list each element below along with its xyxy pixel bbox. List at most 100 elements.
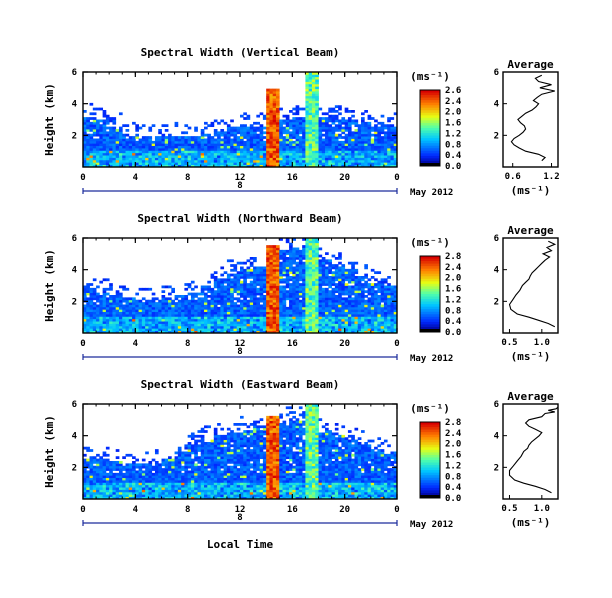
heatmap-cell [161, 162, 166, 166]
heatmap-cell [311, 155, 316, 158]
heatmap-cell [145, 314, 149, 317]
heatmap-cell [161, 295, 166, 298]
heatmap-cell [256, 314, 261, 317]
heatmap-cell [109, 287, 113, 291]
heatmap-cell [210, 164, 215, 168]
heatmap-cell [154, 297, 159, 301]
heatmap-cell [266, 254, 270, 258]
colorbar-label: 1.6 [445, 119, 461, 129]
heatmap-cell [308, 114, 313, 118]
heatmap-cell [325, 271, 329, 275]
heatmap-cell [204, 321, 208, 324]
heatmap-cell [321, 266, 326, 270]
heatmap-cell [168, 136, 172, 139]
heatmap-cell [338, 290, 342, 294]
heatmap-cell [243, 299, 247, 303]
heatmap-cell [321, 112, 326, 116]
average-x-tick-label: 0.6 [505, 172, 521, 182]
heatmap-cell [246, 295, 251, 298]
heatmap-cell [171, 484, 175, 488]
heatmap-cell [174, 470, 179, 474]
heatmap-cell [302, 145, 306, 149]
heatmap-cell [112, 131, 117, 135]
heatmap-cell [132, 299, 136, 303]
heatmap-cell [86, 148, 90, 151]
heatmap-cell [305, 157, 310, 161]
heatmap-cell [125, 287, 130, 291]
heatmap-cell [331, 126, 336, 130]
heatmap-cell [302, 157, 306, 161]
heatmap-cell [318, 285, 323, 289]
heatmap-cell [112, 328, 117, 332]
heatmap-cell [115, 489, 120, 493]
heatmap-cell [190, 316, 195, 320]
heatmap-cell [246, 143, 251, 147]
heatmap-cell [177, 458, 182, 462]
heatmap-cell [292, 285, 296, 289]
heatmap-cell [246, 321, 251, 324]
heatmap-cell [226, 285, 231, 289]
heatmap-cell [204, 138, 208, 142]
heatmap-cell [387, 297, 391, 301]
heatmap-cell [390, 306, 395, 310]
heatmap-cell [233, 145, 238, 149]
heatmap-cell [105, 318, 110, 322]
heatmap-cell [279, 316, 283, 320]
heatmap-cell [377, 328, 382, 332]
heatmap-cell [357, 292, 362, 296]
heatmap-cell [302, 107, 306, 111]
heatmap-cell [223, 278, 228, 282]
heatmap-cell [285, 259, 290, 263]
heatmap-cell [266, 133, 270, 137]
heatmap-cell [269, 297, 274, 301]
heatmap-cell [109, 133, 113, 137]
heatmap-cell [96, 477, 100, 481]
heatmap-cell [275, 280, 280, 284]
heatmap-cell [86, 302, 90, 305]
heatmap-cell [138, 145, 143, 149]
heatmap-cell [367, 328, 372, 332]
heatmap-cell [141, 162, 146, 166]
heatmap-cell [187, 491, 192, 495]
heatmap-cell [266, 249, 270, 253]
heatmap-cell [161, 491, 166, 495]
heatmap-cell [272, 107, 277, 111]
heatmap-cell [184, 475, 189, 479]
average-line [508, 240, 557, 328]
heatmap-cell [217, 140, 221, 144]
heatmap-cell [174, 145, 179, 149]
heatmap-cell [266, 290, 270, 294]
heatmap-cell [380, 295, 385, 298]
heatmap-cell [249, 295, 254, 298]
heatmap-cell [115, 152, 120, 156]
heatmap-cell [243, 304, 247, 308]
heatmap-cell [223, 328, 228, 332]
heatmap-cell [102, 162, 107, 166]
heatmap-cell [347, 157, 352, 161]
heatmap-cell [377, 148, 382, 151]
heatmap-cell [164, 152, 169, 156]
heatmap-cell [370, 306, 375, 310]
heatmap-cell [168, 297, 172, 301]
heatmap-cell [298, 129, 303, 132]
heatmap-cell [292, 302, 296, 305]
heatmap-cell [164, 314, 169, 317]
heatmap-cell [122, 133, 126, 137]
heatmap-cell [154, 164, 159, 168]
heatmap-cell [122, 330, 126, 334]
heatmap-cell [161, 325, 166, 329]
heatmap-cell [311, 321, 316, 324]
heatmap-cell [141, 124, 146, 128]
heatmap-cell [285, 306, 290, 310]
heatmap-cell [272, 276, 277, 279]
colorbar-label: 0.4 [445, 317, 462, 327]
heatmap-cell [269, 91, 274, 94]
heatmap-cell [174, 496, 179, 500]
heatmap-cell [138, 472, 143, 476]
heatmap-cell [325, 311, 329, 315]
heatmap-cell [158, 311, 162, 315]
heatmap-cell [89, 157, 94, 161]
heatmap-cell [249, 314, 254, 317]
heatmap-cell [249, 124, 254, 128]
heatmap-cell [266, 114, 270, 118]
